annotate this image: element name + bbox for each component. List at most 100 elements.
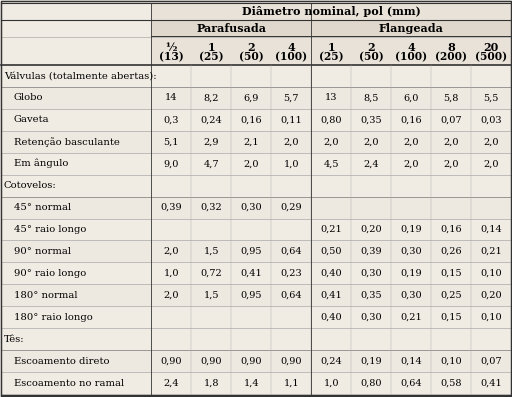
Text: 0,58: 0,58 <box>440 378 462 387</box>
Text: (25): (25) <box>319 51 344 62</box>
Text: 90° raio longo: 90° raio longo <box>14 269 86 278</box>
Text: 0,41: 0,41 <box>321 291 342 300</box>
Text: 0,32: 0,32 <box>201 203 222 212</box>
Text: 8,2: 8,2 <box>204 93 219 102</box>
Text: 1,0: 1,0 <box>164 269 179 278</box>
Text: 5,7: 5,7 <box>284 93 299 102</box>
Text: 13: 13 <box>325 93 337 102</box>
Text: 2,0: 2,0 <box>403 137 419 146</box>
Text: 2: 2 <box>368 42 375 53</box>
Text: 2,1: 2,1 <box>244 137 259 146</box>
Text: 0,21: 0,21 <box>321 225 342 234</box>
Text: Diâmetro nominal, pol (mm): Diâmetro nominal, pol (mm) <box>242 6 420 17</box>
Text: 2,0: 2,0 <box>364 137 379 146</box>
Text: 0,16: 0,16 <box>241 116 262 124</box>
Text: 0,95: 0,95 <box>241 291 262 300</box>
Text: 0,64: 0,64 <box>281 247 302 256</box>
Text: 0,26: 0,26 <box>440 247 462 256</box>
Text: 0,90: 0,90 <box>281 357 302 366</box>
Text: 0,19: 0,19 <box>400 225 422 234</box>
Text: (100): (100) <box>275 51 307 62</box>
Text: 1,5: 1,5 <box>204 291 219 300</box>
Text: 0,21: 0,21 <box>480 247 502 256</box>
Bar <box>1 87 511 109</box>
Text: 0,72: 0,72 <box>201 269 222 278</box>
Text: 0,30: 0,30 <box>400 247 422 256</box>
Text: 2,4: 2,4 <box>164 378 179 387</box>
Text: 5,1: 5,1 <box>164 137 179 146</box>
Text: 0,21: 0,21 <box>400 313 422 322</box>
Text: 0,24: 0,24 <box>321 357 342 366</box>
Bar <box>311 20 511 37</box>
Bar <box>1 284 511 306</box>
Text: 0,50: 0,50 <box>321 247 342 256</box>
Text: 4: 4 <box>287 42 295 53</box>
Text: 0,10: 0,10 <box>480 313 502 322</box>
Text: 1,4: 1,4 <box>244 378 259 387</box>
Bar <box>152 37 511 65</box>
Text: 0,07: 0,07 <box>440 116 462 124</box>
Text: 0,20: 0,20 <box>360 225 382 234</box>
Text: 1,8: 1,8 <box>204 378 219 387</box>
Text: 2,9: 2,9 <box>204 137 219 146</box>
Bar <box>1 241 511 262</box>
Text: 2,0: 2,0 <box>284 137 299 146</box>
Text: 2,0: 2,0 <box>403 159 419 168</box>
Text: 4,5: 4,5 <box>324 159 339 168</box>
Text: 0,16: 0,16 <box>400 116 422 124</box>
Text: 180° raio longo: 180° raio longo <box>14 313 93 322</box>
Text: 1,1: 1,1 <box>284 378 299 387</box>
Text: (50): (50) <box>359 51 383 62</box>
Text: 5,8: 5,8 <box>443 93 459 102</box>
Text: 0,64: 0,64 <box>281 291 302 300</box>
Text: 0,07: 0,07 <box>480 357 502 366</box>
Text: 0,19: 0,19 <box>400 269 422 278</box>
Text: 20: 20 <box>483 42 499 53</box>
Text: (50): (50) <box>239 51 264 62</box>
Text: Gaveta: Gaveta <box>14 116 50 124</box>
Text: 0,11: 0,11 <box>281 116 302 124</box>
Text: 0,30: 0,30 <box>360 269 382 278</box>
Text: 0,19: 0,19 <box>360 357 382 366</box>
Text: 14: 14 <box>165 93 178 102</box>
Text: 0,10: 0,10 <box>440 357 462 366</box>
Text: Cotovelos:: Cotovelos: <box>4 181 57 190</box>
Text: 2,0: 2,0 <box>164 247 179 256</box>
Text: (25): (25) <box>199 51 224 62</box>
Text: 0,15: 0,15 <box>440 269 462 278</box>
Text: 0,3: 0,3 <box>164 116 179 124</box>
Text: 0,39: 0,39 <box>360 247 382 256</box>
Text: 2,0: 2,0 <box>164 291 179 300</box>
Text: 45° raio longo: 45° raio longo <box>14 225 87 234</box>
Text: 2,0: 2,0 <box>483 159 499 168</box>
Text: 0,40: 0,40 <box>321 269 342 278</box>
Bar <box>1 131 511 153</box>
Text: 0,23: 0,23 <box>281 269 302 278</box>
Text: (200): (200) <box>435 51 467 62</box>
Text: 0,03: 0,03 <box>480 116 502 124</box>
Text: 0,41: 0,41 <box>241 269 262 278</box>
Bar <box>152 20 311 37</box>
Text: 0,90: 0,90 <box>201 357 222 366</box>
Text: (13): (13) <box>159 51 184 62</box>
Text: 1: 1 <box>327 42 335 53</box>
Text: Em ângulo: Em ângulo <box>14 159 69 168</box>
Text: 5,5: 5,5 <box>483 93 499 102</box>
Text: 0,24: 0,24 <box>201 116 222 124</box>
Text: 0,16: 0,16 <box>440 225 462 234</box>
Text: 0,30: 0,30 <box>241 203 262 212</box>
Text: 9,0: 9,0 <box>164 159 179 168</box>
Text: (500): (500) <box>475 51 507 62</box>
Text: 0,41: 0,41 <box>480 378 502 387</box>
Text: ½: ½ <box>166 42 177 53</box>
Text: 0,10: 0,10 <box>480 269 502 278</box>
Text: 0,39: 0,39 <box>161 203 182 212</box>
Text: 0,35: 0,35 <box>360 116 382 124</box>
Bar <box>1 350 511 372</box>
Text: 8,5: 8,5 <box>364 93 379 102</box>
Text: 0,29: 0,29 <box>281 203 302 212</box>
Text: 2,0: 2,0 <box>443 159 459 168</box>
Text: Globo: Globo <box>14 93 44 102</box>
Text: 4: 4 <box>407 42 415 53</box>
Text: 0,15: 0,15 <box>440 313 462 322</box>
